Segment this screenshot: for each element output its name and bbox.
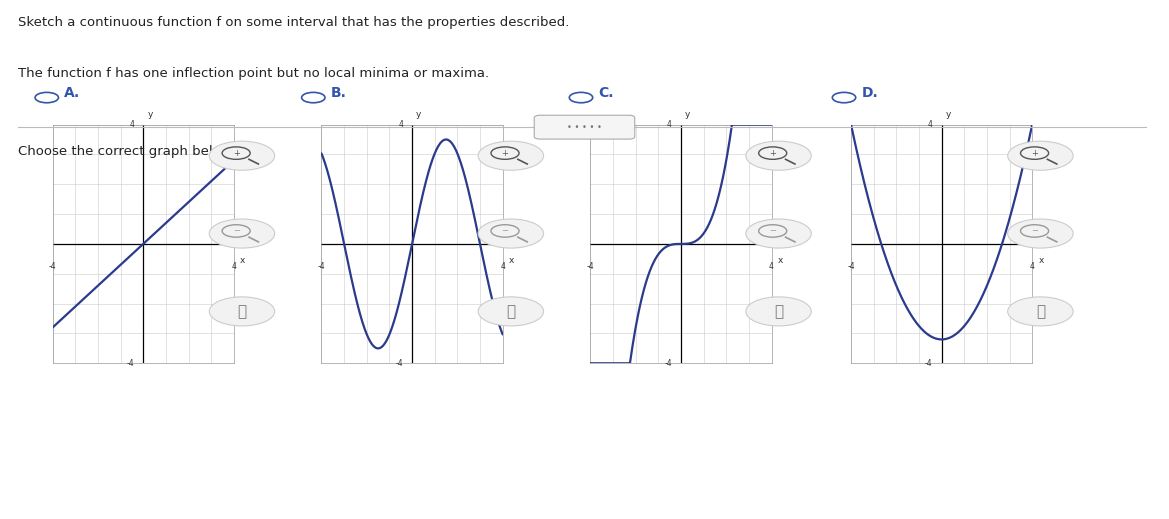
Text: -4: -4 [587,262,594,271]
Text: y: y [685,110,691,119]
Text: A.: A. [64,87,81,100]
Text: 4: 4 [928,120,933,129]
Text: x: x [777,256,783,265]
Text: +: + [233,148,240,158]
Text: y: y [147,110,153,119]
Text: 4: 4 [399,120,403,129]
Text: -4: -4 [925,359,933,368]
Text: −: − [1031,226,1038,236]
Text: +: + [1031,148,1038,158]
Text: ⧉: ⧉ [1036,304,1045,319]
Text: -4: -4 [395,359,403,368]
Text: -4: -4 [49,262,56,271]
Text: • • • • •: • • • • • [567,122,602,132]
Text: −: − [502,226,509,236]
Text: 4: 4 [500,262,505,271]
Text: B.: B. [331,87,347,100]
Text: -4: -4 [664,359,672,368]
Text: ⧉: ⧉ [237,304,247,319]
Text: +: + [769,148,776,158]
Text: −: − [233,226,240,236]
Text: 4: 4 [1030,262,1035,271]
Text: Sketch a continuous function f on some interval that has the properties describe: Sketch a continuous function f on some i… [18,16,569,29]
Text: 4: 4 [667,120,672,129]
Text: -4: -4 [318,262,325,271]
Text: ⧉: ⧉ [774,304,783,319]
Text: -4: -4 [848,262,855,271]
Text: D.: D. [862,87,878,100]
Text: x: x [240,256,245,265]
Text: 4: 4 [769,262,774,271]
Text: 4: 4 [231,262,236,271]
Text: −: − [769,226,776,236]
Text: The function f has one inflection point but no local minima or maxima.: The function f has one inflection point … [18,67,489,80]
Text: +: + [502,148,509,158]
Text: y: y [416,110,422,119]
Text: 4: 4 [130,120,134,129]
Text: -4: -4 [126,359,134,368]
Text: y: y [946,110,952,119]
Text: C.: C. [599,87,614,100]
Text: x: x [509,256,514,265]
Text: Choose the correct graph below.: Choose the correct graph below. [18,145,234,158]
Text: x: x [1038,256,1044,265]
Text: ⧉: ⧉ [506,304,516,319]
